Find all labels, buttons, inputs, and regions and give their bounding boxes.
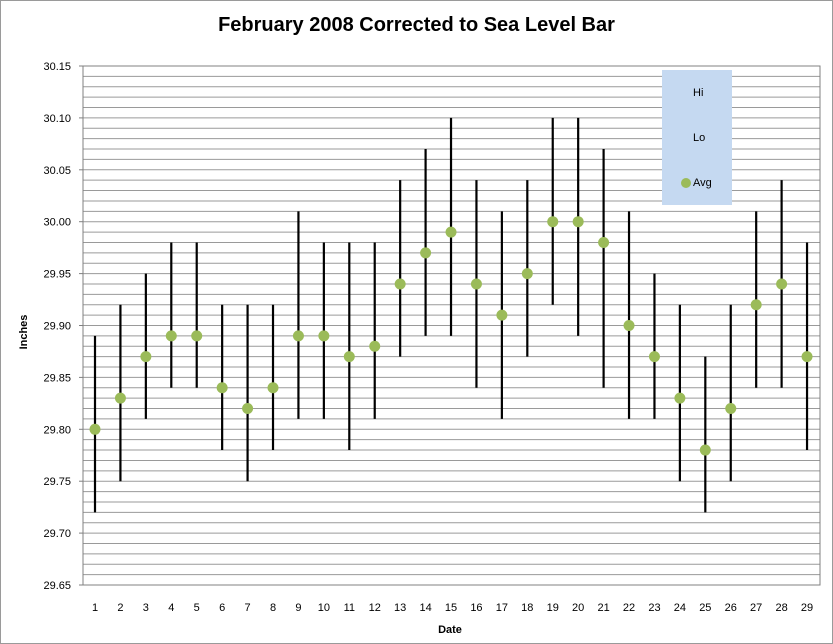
avg-point	[318, 330, 330, 342]
avg-point	[394, 278, 406, 290]
y-tick-label: 30.15	[43, 61, 71, 73]
x-tick-label: 16	[470, 602, 482, 614]
legend-avg-marker	[681, 178, 691, 188]
x-tick-label: 25	[699, 602, 711, 614]
avg-point	[496, 309, 508, 321]
avg-point	[191, 330, 203, 342]
x-tick-label: 4	[168, 602, 174, 614]
avg-point	[292, 330, 304, 342]
y-tick-label: 30.05	[43, 165, 71, 177]
y-tick-label: 29.65	[43, 580, 71, 592]
x-tick-label: 27	[750, 602, 762, 614]
y-tick-label: 29.95	[43, 269, 71, 281]
avg-point	[242, 403, 254, 415]
x-tick-label: 8	[270, 602, 276, 614]
x-tick-label: 10	[318, 602, 330, 614]
x-tick-label: 22	[623, 602, 635, 614]
avg-point	[445, 226, 457, 238]
x-tick-label: 19	[547, 602, 559, 614]
avg-point	[165, 330, 177, 342]
avg-point	[598, 236, 610, 248]
x-tick-label: 9	[295, 602, 301, 614]
legend-avg-label: Avg	[693, 177, 712, 189]
x-tick-label: 6	[219, 602, 225, 614]
avg-point	[648, 351, 660, 363]
x-tick-label: 18	[521, 602, 533, 614]
legend: Hi Lo Avg	[662, 70, 732, 205]
avg-point	[725, 403, 737, 415]
x-axis-label: Date	[438, 624, 462, 636]
avg-point	[267, 382, 279, 394]
x-tick-label: 2	[117, 602, 123, 614]
x-tick-label: 23	[648, 602, 660, 614]
y-tick-label: 29.80	[43, 424, 71, 436]
avg-point	[216, 382, 228, 394]
avg-point	[420, 247, 432, 259]
avg-point	[674, 392, 686, 404]
y-tick-label: 30.10	[43, 113, 71, 125]
x-tick-label: 24	[674, 602, 686, 614]
x-tick-label: 14	[419, 602, 431, 614]
avg-point	[114, 392, 126, 404]
x-tick-label: 15	[445, 602, 457, 614]
avg-point	[776, 278, 788, 290]
x-tick-label: 1	[92, 602, 98, 614]
avg-point	[547, 216, 559, 228]
x-tick-label: 28	[775, 602, 787, 614]
chart-title: February 2008 Corrected to Sea Level Bar	[218, 14, 615, 36]
x-tick-label: 5	[194, 602, 200, 614]
x-tick-label: 11	[344, 602, 355, 614]
x-tick-label: 29	[801, 602, 813, 614]
x-tick-label: 3	[143, 602, 149, 614]
x-tick-label: 7	[245, 602, 251, 614]
y-tick-label: 30.00	[43, 217, 71, 229]
y-tick-label: 29.70	[43, 528, 71, 540]
avg-point	[89, 423, 101, 435]
x-tick-label: 21	[597, 602, 609, 614]
x-tick-label: 17	[496, 602, 508, 614]
x-tick-label: 26	[725, 602, 737, 614]
avg-point	[572, 216, 584, 228]
avg-point	[343, 351, 355, 363]
x-tick-label: 12	[369, 602, 381, 614]
avg-point	[470, 278, 482, 290]
avg-point	[369, 340, 381, 352]
avg-point	[521, 268, 533, 280]
avg-point	[699, 444, 711, 456]
avg-point	[801, 351, 813, 363]
x-tick-label: 20	[572, 602, 584, 614]
legend-hi-label: Hi	[693, 87, 704, 99]
avg-point	[623, 320, 635, 331]
y-tick-label: 29.90	[43, 321, 71, 333]
legend-lo-label: Lo	[693, 132, 706, 144]
y-tick-label: 29.85	[43, 372, 71, 384]
x-tick-label: 13	[394, 602, 406, 614]
avg-point	[140, 351, 152, 363]
y-tick-label: 29.75	[43, 476, 71, 488]
avg-point	[750, 299, 762, 311]
